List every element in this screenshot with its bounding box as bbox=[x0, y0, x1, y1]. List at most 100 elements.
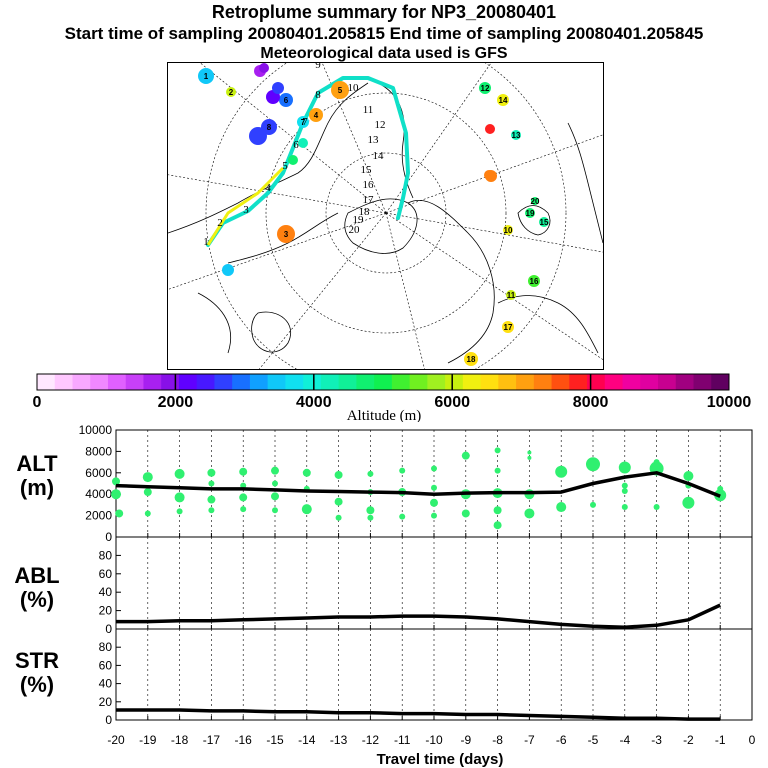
altitude-scatter-point bbox=[271, 466, 279, 475]
y-tick-label: 20 bbox=[99, 695, 113, 709]
altitude-scatter-point bbox=[143, 488, 152, 497]
altitude-scatter-point bbox=[431, 512, 437, 519]
track-day-label: 2 bbox=[217, 217, 223, 229]
altitude-scatter-point bbox=[492, 488, 503, 499]
altitude-scatter-point bbox=[367, 514, 374, 521]
x-tick-label: -13 bbox=[330, 733, 348, 747]
colorbar-cell bbox=[54, 374, 73, 390]
track-day-label: 13 bbox=[368, 134, 380, 146]
altitude-scatter-point bbox=[240, 482, 247, 489]
y-tick-label: 80 bbox=[99, 548, 113, 562]
colorbar-tick-label: 10000 bbox=[707, 394, 752, 411]
track-day-label: 10 bbox=[348, 82, 360, 94]
y-tick-label: 0 bbox=[105, 530, 112, 544]
met-data-note: Meteorological data used is GFS bbox=[260, 45, 508, 62]
plume-marker-label: 16 bbox=[530, 277, 539, 286]
altitude-scatter-point bbox=[176, 508, 183, 515]
sampling-times: Start time of sampling 20080401.205815 E… bbox=[64, 24, 704, 43]
colorbar-cell bbox=[338, 374, 357, 390]
colorbar-cell bbox=[551, 374, 570, 390]
altitude-scatter-point bbox=[524, 508, 535, 519]
plume-marker bbox=[525, 208, 535, 218]
graticule bbox=[168, 63, 603, 369]
altitude-scatter-point bbox=[682, 496, 695, 509]
altitude-scatter-point bbox=[653, 504, 660, 511]
str-label-line2: (%) bbox=[19, 672, 55, 697]
altitude-scatter-point bbox=[431, 484, 437, 491]
trajectory-centroid-path bbox=[206, 76, 410, 247]
x-tick-label: -18 bbox=[171, 733, 189, 747]
y-tick-label: 0 bbox=[105, 713, 112, 727]
altitude-scatter-point bbox=[493, 506, 502, 515]
altitude-scatter-point bbox=[115, 509, 124, 518]
plume-marker-label: 12 bbox=[481, 84, 490, 93]
altitude-scatter-point bbox=[207, 495, 216, 504]
altitude-scatter-point bbox=[301, 504, 312, 515]
colorbar-cell bbox=[267, 374, 286, 390]
colorbar-label: Altitude (m) bbox=[347, 408, 422, 422]
colorbar-tick-label: 0 bbox=[33, 394, 42, 411]
altitude-scatter-point bbox=[335, 514, 342, 521]
altitude-scatter-point bbox=[621, 487, 628, 494]
colorbar-cell bbox=[622, 374, 641, 390]
plume-marker-extra bbox=[288, 155, 298, 165]
altitude-scatter-point bbox=[717, 485, 724, 492]
colorbar-cell bbox=[232, 374, 251, 390]
altitude-scatter-point bbox=[367, 489, 374, 496]
altitude-scatter-point bbox=[685, 482, 692, 489]
altitude-scatter-point bbox=[399, 467, 406, 474]
altitude-scatter-point bbox=[208, 507, 215, 514]
altitude-scatter-point bbox=[460, 489, 471, 500]
y-tick-label: 40 bbox=[99, 585, 113, 599]
plume-marker-label: 4 bbox=[314, 111, 319, 120]
plume-marker bbox=[528, 275, 540, 287]
y-tick-label: 80 bbox=[99, 640, 113, 654]
panel-frame bbox=[115, 536, 753, 630]
altitude-scatter-point bbox=[649, 461, 664, 476]
colorbar-cell bbox=[640, 374, 659, 390]
colorbar-cell bbox=[658, 374, 677, 390]
colorbar-cell bbox=[711, 374, 730, 390]
altitude-scatter-point bbox=[621, 504, 628, 511]
altitude-scatter-point bbox=[334, 470, 343, 479]
x-tick-label: -4 bbox=[619, 733, 630, 747]
track-day-label: 17 bbox=[363, 194, 375, 206]
colorbar-cell bbox=[249, 374, 269, 390]
panel-abl: 0 20 40 60 80 bbox=[99, 536, 753, 636]
altitude-scatter-point bbox=[239, 467, 248, 476]
altitude-scatter-point bbox=[302, 468, 311, 477]
colorbar-cell bbox=[125, 374, 144, 390]
altitude-scatter-point bbox=[174, 492, 185, 503]
plume-marker-label: 18 bbox=[467, 355, 476, 364]
plume-marker bbox=[198, 68, 214, 84]
track-day-label: 3 bbox=[243, 204, 249, 216]
colorbar-cell bbox=[480, 374, 499, 390]
alt-label-line1: ALT bbox=[16, 451, 58, 476]
plume-marker bbox=[511, 130, 521, 140]
altitude-scatter-point bbox=[493, 521, 502, 530]
altitude-scatter-point bbox=[527, 455, 532, 460]
trajectory-near-path bbox=[206, 166, 285, 246]
plume-marker bbox=[279, 93, 293, 107]
altitude-scatter-point bbox=[144, 510, 151, 517]
colorbar-cell bbox=[533, 374, 553, 390]
alt-label-line2: (m) bbox=[19, 475, 55, 500]
abl-label-line1: ABL bbox=[14, 563, 60, 588]
plume-marker bbox=[531, 197, 539, 205]
x-tick-label: -5 bbox=[588, 733, 599, 747]
colorbar-cell bbox=[90, 374, 109, 390]
colorbar-cell bbox=[72, 374, 91, 390]
altitude-scatter-point bbox=[714, 489, 727, 502]
plume-marker-label: 13 bbox=[512, 131, 521, 140]
altitude-scatter-point bbox=[431, 465, 437, 472]
plume-marker-extra bbox=[249, 127, 267, 145]
x-tick-label: -14 bbox=[298, 733, 316, 747]
x-tick-label: -12 bbox=[362, 733, 380, 747]
track-day-label: 18 bbox=[359, 206, 371, 218]
altitude-scatter-point bbox=[239, 493, 248, 502]
track-day-label: 1 bbox=[203, 236, 209, 248]
colorbar-cell bbox=[445, 374, 464, 390]
track-day-label: 5 bbox=[282, 160, 288, 172]
